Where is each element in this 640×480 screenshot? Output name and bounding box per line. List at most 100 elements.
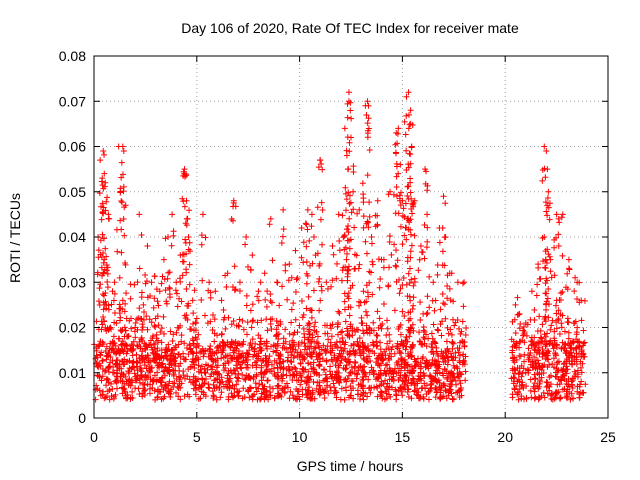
data-point bbox=[553, 342, 560, 349]
data-point bbox=[171, 350, 178, 357]
data-point bbox=[430, 279, 437, 286]
data-point bbox=[234, 342, 241, 349]
data-point bbox=[380, 264, 387, 271]
data-point bbox=[409, 369, 416, 376]
data-point bbox=[415, 267, 422, 274]
data-point bbox=[234, 374, 241, 381]
data-point bbox=[147, 376, 154, 383]
data-point bbox=[419, 385, 426, 392]
data-point bbox=[508, 336, 515, 343]
data-point bbox=[184, 216, 191, 223]
data-point bbox=[344, 277, 351, 284]
data-point bbox=[557, 290, 564, 297]
data-point bbox=[426, 372, 433, 379]
data-point bbox=[287, 344, 294, 351]
data-point bbox=[404, 382, 411, 389]
data-point bbox=[275, 330, 282, 337]
data-point bbox=[126, 376, 133, 383]
data-point bbox=[343, 226, 350, 233]
data-point bbox=[117, 217, 124, 224]
data-point bbox=[98, 377, 105, 384]
data-point bbox=[424, 293, 431, 300]
data-point bbox=[249, 301, 256, 308]
data-point bbox=[292, 289, 299, 296]
data-point bbox=[544, 277, 551, 284]
data-point bbox=[331, 384, 338, 391]
data-point bbox=[329, 243, 336, 250]
data-point bbox=[116, 274, 123, 281]
data-point bbox=[431, 307, 438, 314]
data-point bbox=[393, 163, 400, 170]
data-point bbox=[346, 312, 353, 319]
data-point bbox=[268, 326, 275, 333]
data-point bbox=[440, 300, 447, 307]
data-point bbox=[543, 148, 550, 155]
data-point bbox=[99, 357, 106, 364]
data-point bbox=[436, 379, 443, 386]
data-point bbox=[225, 314, 232, 321]
data-point bbox=[189, 349, 196, 356]
data-point bbox=[528, 334, 535, 341]
data-point bbox=[262, 352, 269, 359]
data-point bbox=[456, 369, 463, 376]
data-point bbox=[230, 217, 237, 224]
x-tick-label: 25 bbox=[600, 429, 616, 445]
data-point bbox=[119, 143, 126, 150]
data-point bbox=[224, 375, 231, 382]
data-point bbox=[298, 297, 305, 304]
data-point bbox=[410, 294, 417, 301]
data-point bbox=[117, 305, 124, 312]
data-point bbox=[404, 183, 411, 190]
data-point bbox=[274, 279, 281, 286]
data-point bbox=[405, 164, 412, 171]
data-point bbox=[284, 384, 291, 391]
data-point bbox=[176, 378, 183, 385]
data-point bbox=[346, 139, 353, 146]
data-point bbox=[215, 370, 222, 377]
data-point bbox=[274, 383, 281, 390]
data-point bbox=[246, 384, 253, 391]
data-point bbox=[136, 265, 143, 272]
data-point bbox=[396, 276, 403, 283]
data-point bbox=[106, 363, 113, 370]
data-point bbox=[166, 378, 173, 385]
data-point bbox=[141, 362, 148, 369]
data-point bbox=[403, 93, 410, 100]
data-point bbox=[360, 396, 367, 403]
data-point bbox=[216, 384, 223, 391]
data-point bbox=[186, 207, 193, 214]
data-point bbox=[516, 310, 523, 317]
data-point bbox=[456, 352, 463, 359]
data-point bbox=[231, 263, 238, 270]
data-point bbox=[448, 331, 455, 338]
data-point bbox=[344, 166, 351, 173]
data-point bbox=[446, 285, 453, 292]
data-point bbox=[293, 276, 300, 283]
data-point bbox=[194, 340, 201, 347]
data-point bbox=[262, 358, 269, 365]
data-point bbox=[178, 338, 185, 345]
data-point bbox=[192, 319, 199, 326]
data-point bbox=[284, 357, 291, 364]
data-point bbox=[183, 269, 190, 276]
data-point bbox=[101, 292, 108, 299]
data-point bbox=[512, 301, 519, 308]
data-point bbox=[359, 320, 366, 327]
data-point bbox=[439, 290, 446, 297]
data-point bbox=[296, 322, 303, 329]
data-point bbox=[288, 359, 295, 366]
data-point bbox=[461, 279, 468, 286]
data-point bbox=[407, 231, 414, 238]
data-point bbox=[290, 300, 297, 307]
data-point bbox=[280, 371, 287, 378]
data-point bbox=[553, 310, 560, 317]
data-point bbox=[299, 314, 306, 321]
data-point bbox=[353, 375, 360, 382]
data-point bbox=[192, 381, 199, 388]
data-point bbox=[343, 378, 350, 385]
data-point bbox=[379, 321, 386, 328]
data-point bbox=[172, 342, 179, 349]
data-point bbox=[104, 284, 111, 291]
data-point bbox=[134, 279, 141, 286]
data-point bbox=[199, 211, 206, 218]
